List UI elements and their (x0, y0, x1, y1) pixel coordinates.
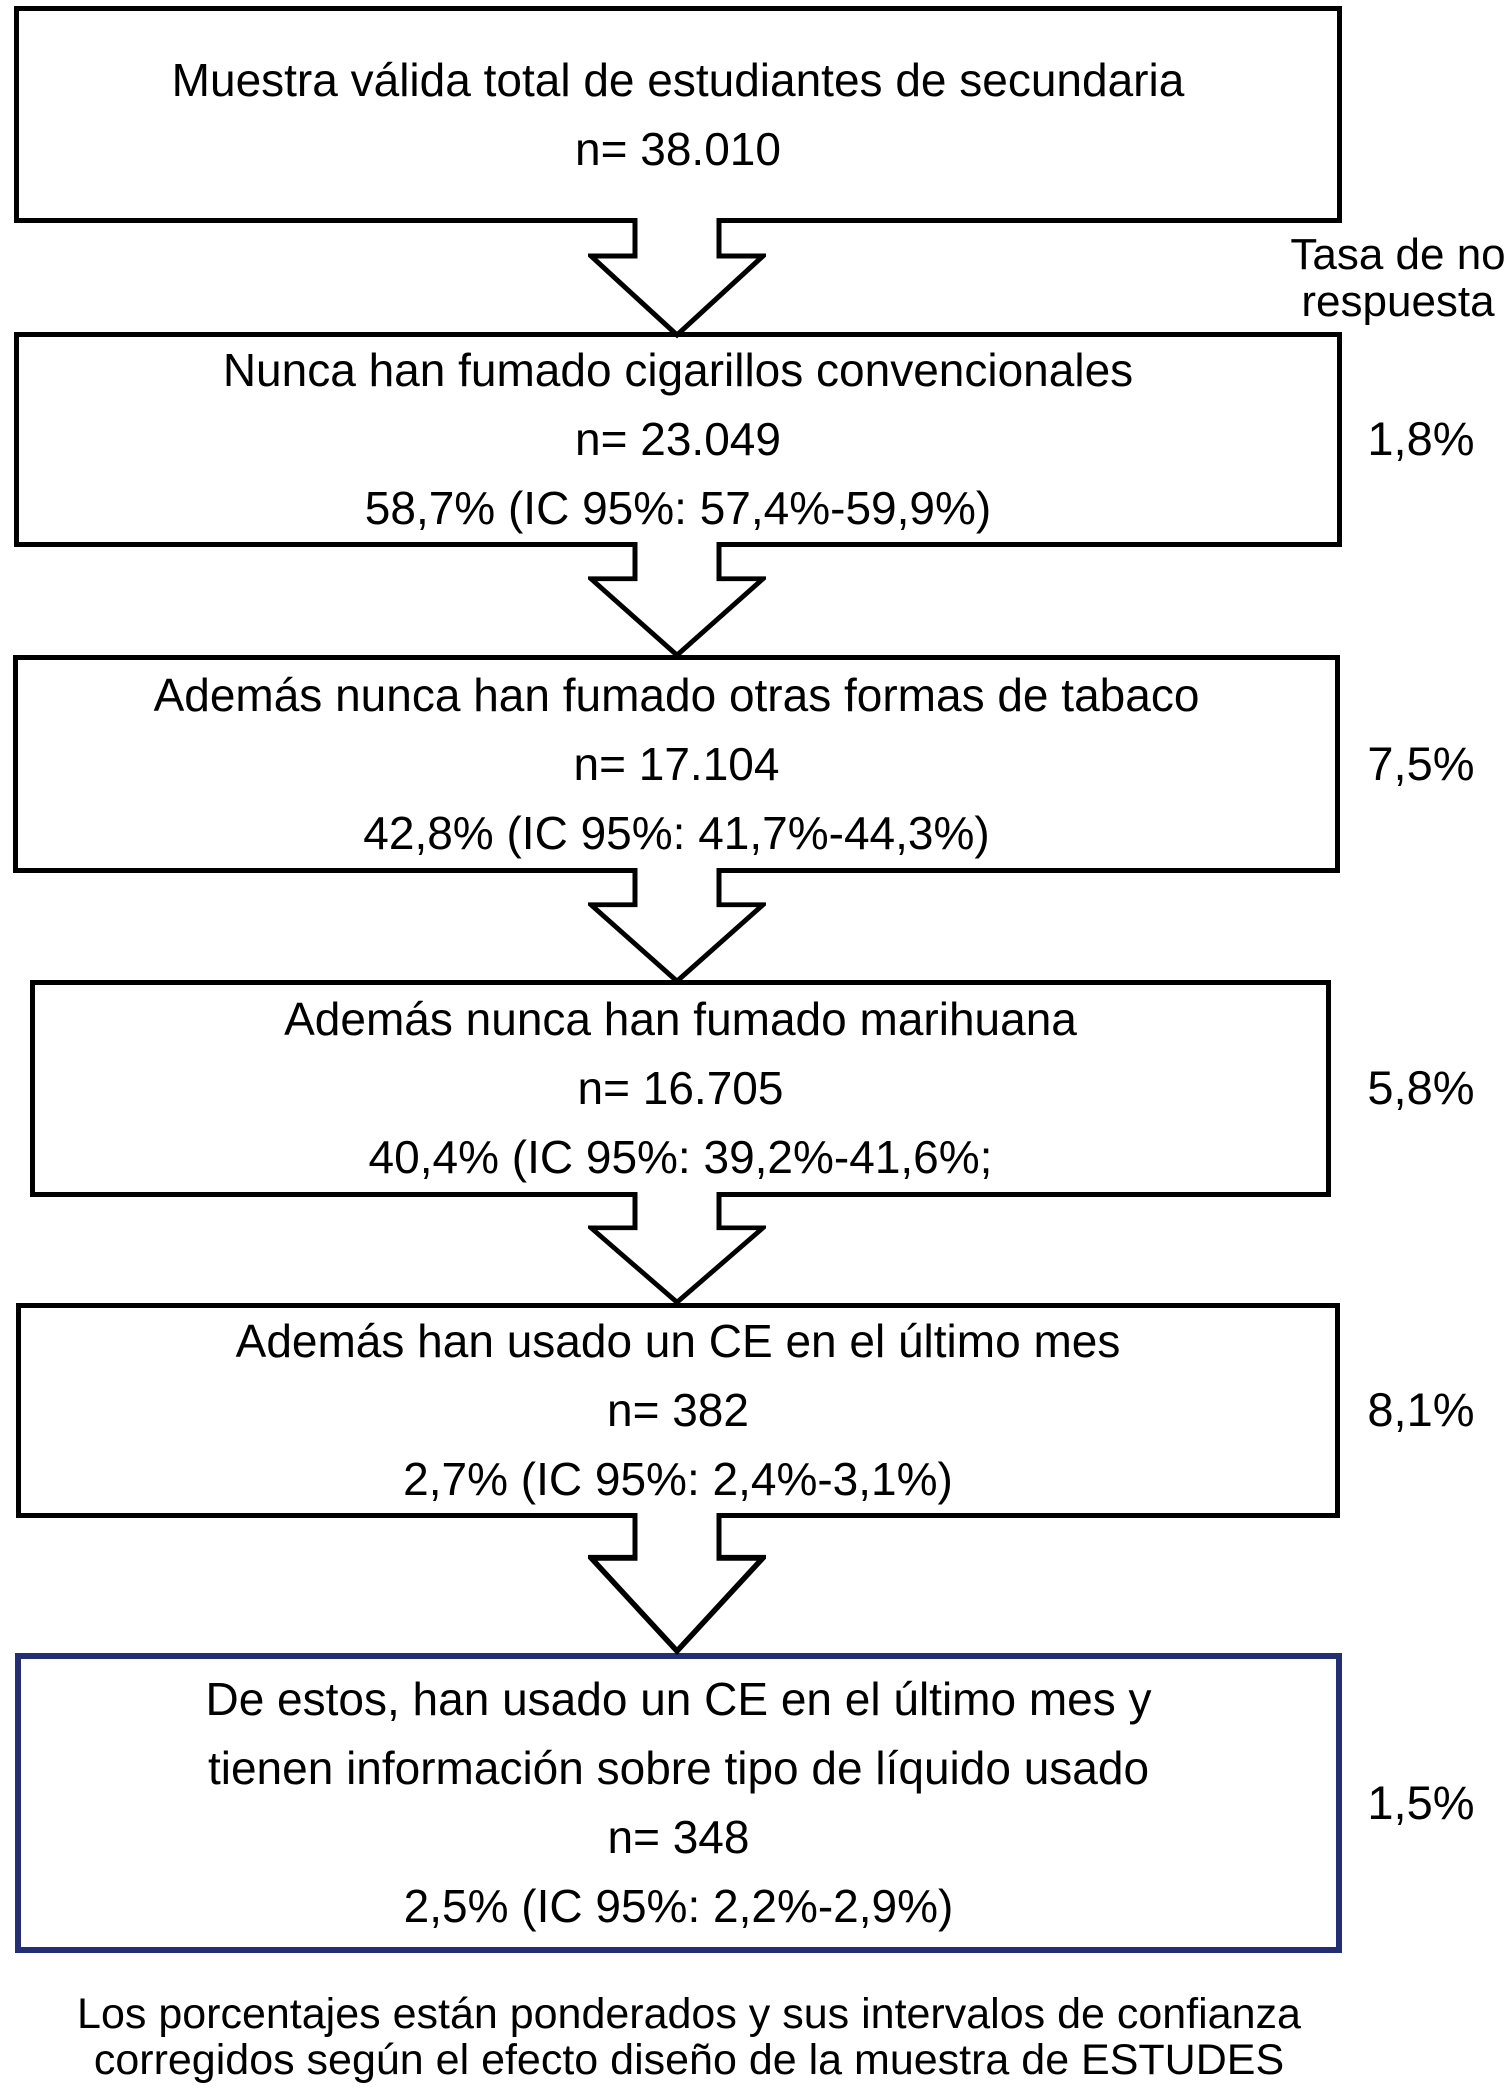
footnote-line2: corregidos según el efecto diseño de la … (93, 2036, 1285, 2084)
box-title: Muestra válida total de estudiantes de s… (171, 53, 1185, 106)
nonresponse-rate-label: 7,5% (1367, 737, 1475, 790)
down-arrow (588, 542, 766, 659)
box-ec-liquid-info: De estos, han usado un CE en el último m… (15, 1653, 1342, 1953)
box-title: Además nunca han fumado otras formas de … (153, 668, 1200, 721)
nonresponse-rate-header-line2: respuesta (1301, 277, 1495, 326)
box-never-smoked-other-tobacco: Además nunca han fumado otras formas de … (13, 655, 1340, 873)
down-arrow (588, 868, 766, 985)
box-n-value: n= 16.705 (577, 1062, 784, 1114)
box-title: Nunca han fumado cigarillos convencional… (222, 344, 1134, 396)
box-percentage: 2,7% (IC 95%: 2,4%-3,1%) (403, 1453, 953, 1505)
down-arrow (588, 218, 766, 339)
nonresponse-rate-header-line1: Tasa de no (1290, 230, 1506, 279)
down-arrow (588, 1192, 766, 1306)
nonresponse-rate-label: 8,1% (1367, 1383, 1475, 1436)
box-title-line-1: De estos, han usado un CE en el último m… (205, 1673, 1152, 1725)
box-n-value: n= 348 (607, 1811, 750, 1863)
box-percentage: 58,7% (IC 95%: 57,4%-59,9%) (364, 482, 992, 534)
box-n-value: n= 382 (607, 1384, 749, 1436)
box-percentage: 40,4% (IC 95%: 39,2%-41,6%; (368, 1131, 993, 1183)
box-n-value: n= 23.049 (575, 413, 781, 465)
box-used-ec-last-month: Además han usado un CE en el último mes … (16, 1303, 1340, 1518)
footnote: Los porcentajes están ponderados y sus i… (0, 1991, 1378, 2083)
nonresponse-rate-label: 5,8% (1367, 1061, 1475, 1114)
box-n-value: n= 38.010 (575, 122, 781, 175)
footnote-line1: Los porcentajes están ponderados y sus i… (77, 1990, 1301, 2038)
down-arrow (588, 1513, 766, 1656)
box-percentage: 42,8% (IC 95%: 41,7%-44,3%) (363, 806, 990, 859)
box-title: Además han usado un CE en el último mes (235, 1315, 1121, 1367)
box-never-smoked-marijuana: Además nunca han fumado marihuana n= 16.… (30, 980, 1331, 1197)
nonresponse-rate-label: 1,5% (1367, 1776, 1475, 1829)
nonresponse-rate-header: Tasa de no respuesta (1288, 231, 1508, 325)
box-title-line-2: tienen información sobre tipo de líquido… (207, 1742, 1150, 1794)
nonresponse-rate-label: 1,8% (1367, 412, 1475, 465)
box-title: Además nunca han fumado marihuana (284, 993, 1077, 1045)
box-never-smoked-cigarettes: Nunca han fumado cigarillos convencional… (14, 332, 1342, 547)
box-total-sample: Muestra válida total de estudiantes de s… (14, 6, 1342, 223)
box-n-value: n= 17.104 (573, 737, 780, 790)
box-percentage: 2,5% (IC 95%: 2,2%-2,9%) (403, 1880, 954, 1932)
